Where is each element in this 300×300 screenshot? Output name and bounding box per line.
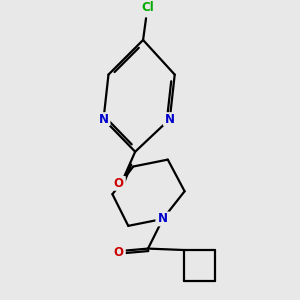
FancyBboxPatch shape <box>111 176 126 191</box>
Text: O: O <box>113 177 123 190</box>
FancyBboxPatch shape <box>111 245 126 260</box>
Text: N: N <box>98 112 109 126</box>
Text: Cl: Cl <box>142 1 154 14</box>
Text: O: O <box>113 246 123 259</box>
FancyBboxPatch shape <box>155 212 170 226</box>
FancyBboxPatch shape <box>97 112 110 126</box>
FancyBboxPatch shape <box>163 112 177 126</box>
Text: N: N <box>165 112 175 126</box>
Text: N: N <box>158 212 168 225</box>
